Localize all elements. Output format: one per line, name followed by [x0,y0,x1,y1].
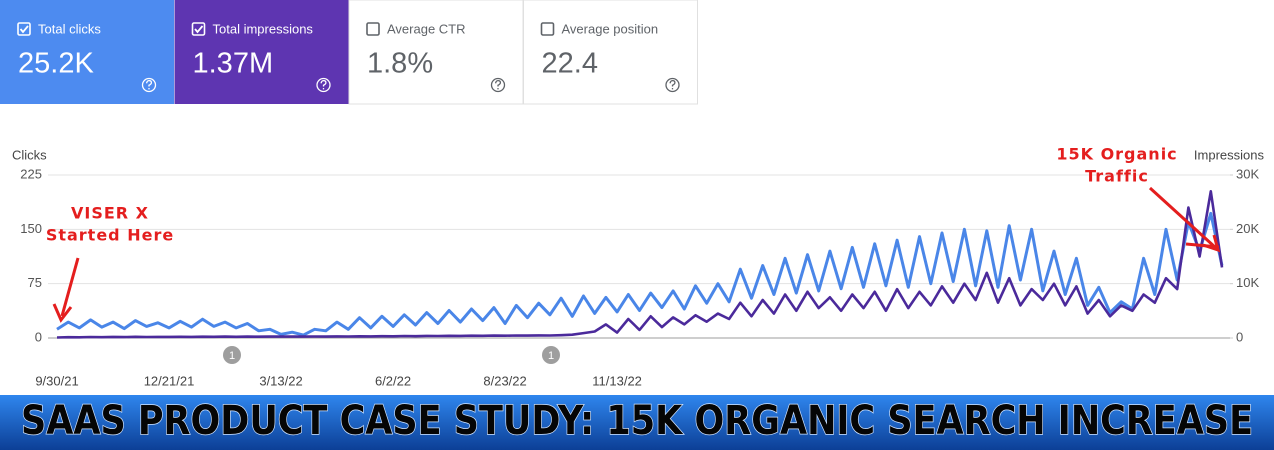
card-bg [0,0,174,104]
metric-cards: Total clicks 25.2K Total impressions 1.37M A… [0,0,698,105]
card-bg [523,0,698,105]
y2-tick-label: 30K [1236,166,1259,181]
checkbox [191,22,206,36]
x-tick-label: 12/21/21 [144,373,195,388]
x-tick-label: 8/23/22 [483,373,526,388]
annotation: 15K Organic [1056,145,1177,164]
metric-card[interactable]: Total clicks 25.2K [0,0,174,104]
checkbox [17,22,31,36]
metric-value: 22.4 [542,48,598,80]
annotation: Traffic [1085,167,1149,186]
y2-tick-label: 10K [1236,275,1259,290]
arrows [52,186,1221,323]
help-icon [665,77,680,93]
checkmark [19,25,29,34]
help-icon [316,77,331,93]
event-label: 1 [229,350,235,362]
card-bg [348,0,524,105]
y2-axis-title: Impressions [1194,147,1265,162]
metric-label: Average position [562,21,659,36]
metric-value: 25.2K [18,48,94,80]
metric-value: 1.8% [367,48,433,80]
help-glyph [669,79,676,90]
x-tick-label: 11/13/22 [592,373,642,388]
metric-label: Average CTR [387,21,466,36]
y-tick-label: 75 [28,275,42,290]
y-tick-label: 150 [20,221,42,236]
chart: Clicks Impressions 0 75 150 225 0 10K 20K 30K 9/30… [12,145,1265,389]
help-icon [490,77,506,93]
help-icon [141,77,157,93]
series-line [56,211,1224,337]
x-tick-label: 6/2/22 [375,373,411,388]
y-axis-title: Clicks [12,147,47,162]
banner-title: SAAS PRODUCT CASE STUDY: 15K ORGANIC SEA… [21,398,1253,444]
event-marker [542,346,560,364]
banner-bg [0,395,1274,450]
y2-tick-label: 0 [1236,329,1243,344]
metric-card[interactable]: Total impressions 1.37M [174,0,349,104]
y2-tick-label: 20K [1236,221,1259,236]
metric-label: Total impressions [213,21,314,36]
series-line [56,190,1224,339]
event-marker [223,346,241,364]
checkbox [366,22,380,36]
event-label: 1 [548,350,554,362]
help-glyph [320,79,327,90]
help-glyph [494,79,502,90]
y-tick-label: 225 [20,166,42,181]
metric-card[interactable]: Average CTR 1.8% [348,0,524,105]
checkmark [194,25,204,34]
x-tick-label: 3/13/22 [259,373,302,388]
annotation: Started Here [46,226,174,245]
x-tick-label: 9/30/21 [35,373,78,388]
card-bg [174,0,349,104]
metric-label: Total clicks [38,21,101,36]
y-tick-label: 0 [35,329,42,344]
help-glyph [145,79,153,90]
metric-value: 1.37M [193,48,274,80]
annotation: VISER X [71,204,149,223]
checkbox [540,22,555,36]
metric-card[interactable]: Average position 22.4 [523,0,698,105]
